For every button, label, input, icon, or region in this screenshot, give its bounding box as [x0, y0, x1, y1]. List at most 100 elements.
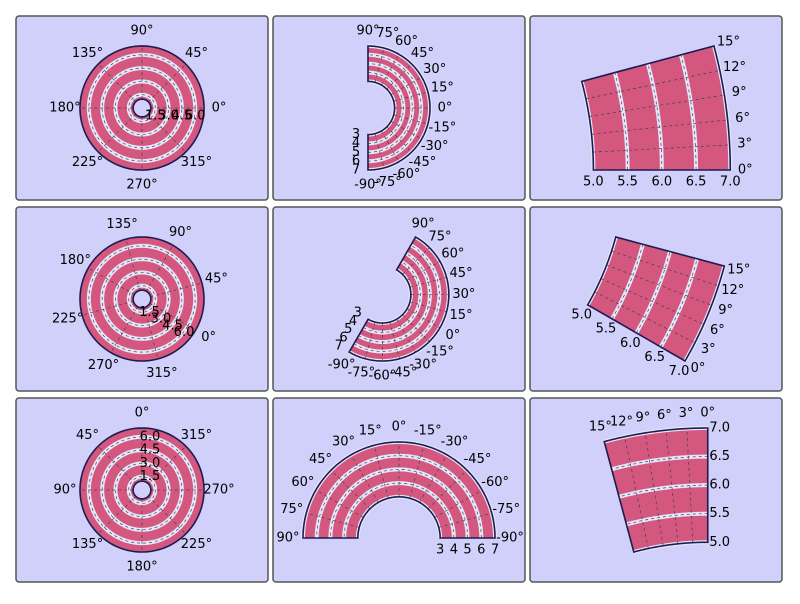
r-grid-line	[88, 436, 196, 544]
r-tick-label: 6	[352, 154, 360, 169]
theta-tick-label: 75°	[280, 502, 303, 517]
theta-tick-label: 45°	[309, 452, 332, 467]
theta-tick-label: 9°	[718, 303, 733, 318]
theta-tick-label: 90°	[53, 483, 76, 498]
theta-grid-line	[589, 94, 725, 117]
r-tick-label: 3.0	[151, 312, 172, 327]
theta-grid-line	[644, 432, 664, 546]
r-tick-label: 5.0	[709, 535, 730, 550]
theta-tick-label: -45°	[409, 155, 437, 170]
theta-tick-label: -90°	[328, 358, 356, 373]
theta-tick-label: -45°	[464, 452, 492, 467]
band-gap	[352, 243, 442, 354]
polar-panel: 0° 45° 90° 135° 180° 225° 270° 315° 1.53.04.56.0	[15, 15, 269, 201]
polar-spine	[348, 235, 450, 362]
r-tick-label: 3.0	[158, 109, 179, 124]
theta-tick-label: 60°	[395, 34, 418, 49]
r-tick-label: 6.0	[620, 336, 641, 351]
theta-tick-label: 30°	[452, 287, 475, 302]
theta-tick-label: 3°	[737, 137, 752, 152]
polar-spine	[367, 45, 431, 171]
r-tick-label: 5.0	[571, 308, 592, 323]
theta-tick-label: -15°	[426, 345, 454, 360]
theta-grid-line	[402, 314, 430, 342]
theta-tick-label: 75°	[376, 26, 399, 41]
r-tick-label: 5	[344, 322, 352, 337]
r-grid-line	[626, 513, 708, 525]
theta-tick-label: 90°	[356, 24, 379, 39]
r-grid-line	[115, 81, 169, 135]
theta-tick-label: 90°	[412, 217, 435, 232]
polar-spine	[79, 236, 205, 362]
theta-grid-line	[97, 496, 136, 535]
theta-grid-line	[148, 445, 187, 484]
theta-tick-label: 0°	[691, 361, 706, 376]
polar-panel: 90°75°60°45°30°15°0°-15°-30°-45°-60°-75°…	[272, 397, 526, 583]
r-tick-label: 5.5	[617, 175, 638, 190]
theta-tick-label: -60°	[393, 167, 421, 182]
r-tick-label: 1.5	[140, 469, 161, 484]
r-grid-line	[614, 72, 628, 170]
theta-tick-label: 90°	[130, 23, 153, 38]
r-tick-label: 5.5	[596, 322, 617, 337]
theta-tick-label: 135°	[72, 46, 103, 61]
r-tick-label: 7	[491, 543, 499, 558]
theta-tick-label: 3°	[679, 406, 694, 421]
theta-tick-label: 60°	[291, 475, 314, 490]
theta-tick-label: -15°	[414, 423, 442, 438]
polar-panel: 90°75°60°45°30°15°0°-15°-30°-45°-60°-75°…	[272, 206, 526, 392]
r-tick-label: 3	[352, 127, 360, 142]
polar-panel: 0° 45° 90° 135° 180° 225° 270° 315° 1.53.04.56.0	[15, 397, 269, 583]
theta-tick-label: -75°	[492, 502, 520, 517]
theta-tick-label: 15°	[589, 420, 612, 435]
theta-tick-label: 315°	[181, 155, 212, 170]
theta-tick-label: 45°	[450, 266, 473, 281]
r-tick-label: 5.5	[709, 506, 730, 521]
theta-tick-label: 0°	[700, 406, 715, 421]
r-tick-label: 6.0	[174, 325, 195, 340]
theta-grid-line	[409, 301, 447, 313]
r-grid-line	[611, 456, 708, 470]
theta-grid-line	[594, 291, 696, 344]
theta-tick-label: 225°	[72, 155, 103, 170]
theta-tick-label: -60°	[369, 369, 397, 384]
theta-tick-label: 0°	[738, 163, 753, 178]
theta-tick-label: 45°	[411, 46, 434, 61]
theta-grid-line	[606, 264, 712, 306]
theta-tick-label: -90°	[496, 531, 524, 546]
theta-tick-label: 6°	[657, 408, 672, 423]
theta-tick-label: -30°	[409, 358, 437, 373]
r-tick-label: 6	[339, 330, 347, 345]
r-grid-line	[115, 463, 169, 517]
theta-tick-label: 90°	[169, 225, 192, 240]
r-grid-line	[88, 245, 196, 353]
panel-background	[15, 15, 269, 201]
theta-tick-label: -15°	[429, 120, 457, 135]
theta-grid-line	[97, 63, 136, 102]
theta-grid-line	[149, 303, 196, 331]
r-grid-line	[636, 251, 671, 334]
theta-grid-line	[665, 430, 679, 544]
theta-tick-label: 315°	[146, 366, 177, 381]
polar-spine	[586, 236, 726, 363]
theta-grid-line	[364, 321, 376, 359]
theta-grid-line	[409, 277, 447, 288]
theta-tick-label: 0°	[212, 101, 227, 116]
r-tick-label: 6.0	[709, 478, 730, 493]
theta-tick-label: 6°	[735, 111, 750, 126]
r-grid-line	[128, 94, 156, 122]
r-grid-line	[363, 261, 421, 333]
theta-tick-label: 15°	[359, 423, 382, 438]
theta-tick-label: 270°	[126, 178, 157, 193]
theta-tick-label: 135°	[72, 537, 103, 552]
theta-grid-line	[585, 70, 720, 100]
polar-panel: 90°75°60°45°30°15°0°-15°-30°-45°-60°-75°…	[272, 15, 526, 201]
r-tick-label: 4	[450, 543, 458, 558]
theta-tick-label: -45°	[390, 366, 418, 381]
r-tick-label: 4.5	[140, 443, 161, 458]
polar-panel: 0° 3° 6° 9°12°15° 5.0 5.5 6.0 6.5 7.0	[529, 397, 783, 583]
r-grid-line	[88, 54, 196, 162]
theta-grid-line	[600, 278, 704, 325]
theta-tick-label: 180°	[60, 253, 91, 268]
